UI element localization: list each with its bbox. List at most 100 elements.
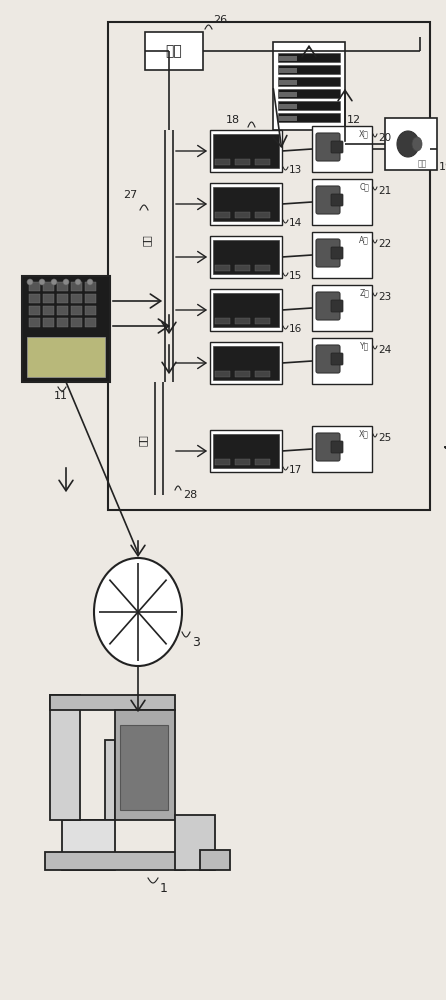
Bar xyxy=(215,371,230,377)
Bar xyxy=(85,318,96,327)
Bar xyxy=(29,294,40,303)
Text: X轴: X轴 xyxy=(359,430,369,438)
Bar xyxy=(27,337,105,377)
Circle shape xyxy=(63,279,69,285)
Text: A轴: A轴 xyxy=(359,235,369,244)
Bar xyxy=(215,212,230,218)
Bar xyxy=(108,22,430,510)
Bar xyxy=(235,459,250,465)
Bar xyxy=(213,434,279,468)
Bar xyxy=(279,80,297,85)
FancyBboxPatch shape xyxy=(331,194,343,206)
FancyBboxPatch shape xyxy=(316,345,340,373)
Text: 11: 11 xyxy=(54,391,68,401)
FancyBboxPatch shape xyxy=(316,133,340,161)
Bar xyxy=(235,159,250,165)
Ellipse shape xyxy=(94,558,182,666)
Bar xyxy=(43,294,54,303)
Bar xyxy=(312,285,372,331)
Ellipse shape xyxy=(397,131,419,157)
Bar xyxy=(213,134,279,168)
Text: 总线: 总线 xyxy=(138,434,148,446)
Bar xyxy=(210,289,282,331)
Polygon shape xyxy=(200,850,230,870)
Bar xyxy=(279,56,297,61)
Bar xyxy=(312,126,372,172)
Text: 28: 28 xyxy=(183,490,197,500)
Bar xyxy=(215,159,230,165)
Polygon shape xyxy=(50,695,175,710)
Bar xyxy=(22,276,110,382)
FancyBboxPatch shape xyxy=(316,186,340,214)
Bar xyxy=(213,240,279,274)
Text: 电路: 电路 xyxy=(165,44,182,58)
Bar xyxy=(85,306,96,315)
Circle shape xyxy=(87,279,93,285)
Text: 25: 25 xyxy=(378,433,391,443)
Bar xyxy=(215,318,230,324)
Bar xyxy=(210,236,282,278)
Bar xyxy=(213,293,279,327)
Polygon shape xyxy=(45,852,185,870)
Bar xyxy=(215,265,230,271)
FancyBboxPatch shape xyxy=(331,300,343,312)
Text: 27: 27 xyxy=(123,190,137,200)
Bar xyxy=(43,306,54,315)
Text: X轴: X轴 xyxy=(359,129,369,138)
FancyBboxPatch shape xyxy=(331,247,343,259)
Bar xyxy=(213,346,279,380)
Bar xyxy=(145,32,203,70)
Bar xyxy=(85,282,96,291)
Bar xyxy=(71,318,82,327)
Text: 15: 15 xyxy=(289,271,302,281)
Text: C轴: C轴 xyxy=(359,182,369,192)
Bar xyxy=(255,159,270,165)
FancyBboxPatch shape xyxy=(331,141,343,153)
Text: 13: 13 xyxy=(289,165,302,175)
Bar xyxy=(278,53,340,62)
Bar xyxy=(312,232,372,278)
Text: 3: 3 xyxy=(192,636,200,648)
Text: 参考: 参考 xyxy=(418,159,427,168)
FancyBboxPatch shape xyxy=(316,292,340,320)
Circle shape xyxy=(39,279,45,285)
Bar xyxy=(278,113,340,122)
Bar xyxy=(57,282,68,291)
Text: 12: 12 xyxy=(347,115,361,125)
Bar xyxy=(215,459,230,465)
FancyBboxPatch shape xyxy=(331,441,343,453)
Circle shape xyxy=(75,279,81,285)
Text: 14: 14 xyxy=(289,218,302,228)
Bar xyxy=(57,318,68,327)
Polygon shape xyxy=(50,695,80,820)
Bar xyxy=(210,130,282,172)
Text: 17: 17 xyxy=(289,465,302,475)
Bar xyxy=(213,187,279,221)
Bar xyxy=(255,212,270,218)
Text: 22: 22 xyxy=(378,239,391,249)
Bar xyxy=(385,118,437,170)
Ellipse shape xyxy=(412,137,422,151)
Bar xyxy=(278,77,340,86)
Bar xyxy=(57,294,68,303)
Bar xyxy=(255,318,270,324)
Polygon shape xyxy=(115,710,175,820)
Text: Y轴: Y轴 xyxy=(360,342,369,351)
Polygon shape xyxy=(62,820,115,870)
Bar xyxy=(279,68,297,73)
Bar xyxy=(279,104,297,109)
Bar xyxy=(312,179,372,225)
Bar xyxy=(235,371,250,377)
Polygon shape xyxy=(120,725,168,810)
Bar xyxy=(71,282,82,291)
Bar xyxy=(210,183,282,225)
Text: 总线: 总线 xyxy=(142,234,152,246)
Polygon shape xyxy=(62,715,145,820)
Text: 18: 18 xyxy=(226,115,240,125)
Bar xyxy=(312,426,372,472)
Bar xyxy=(43,282,54,291)
Bar xyxy=(29,282,40,291)
Bar xyxy=(279,116,297,121)
Bar xyxy=(71,294,82,303)
Bar xyxy=(235,265,250,271)
